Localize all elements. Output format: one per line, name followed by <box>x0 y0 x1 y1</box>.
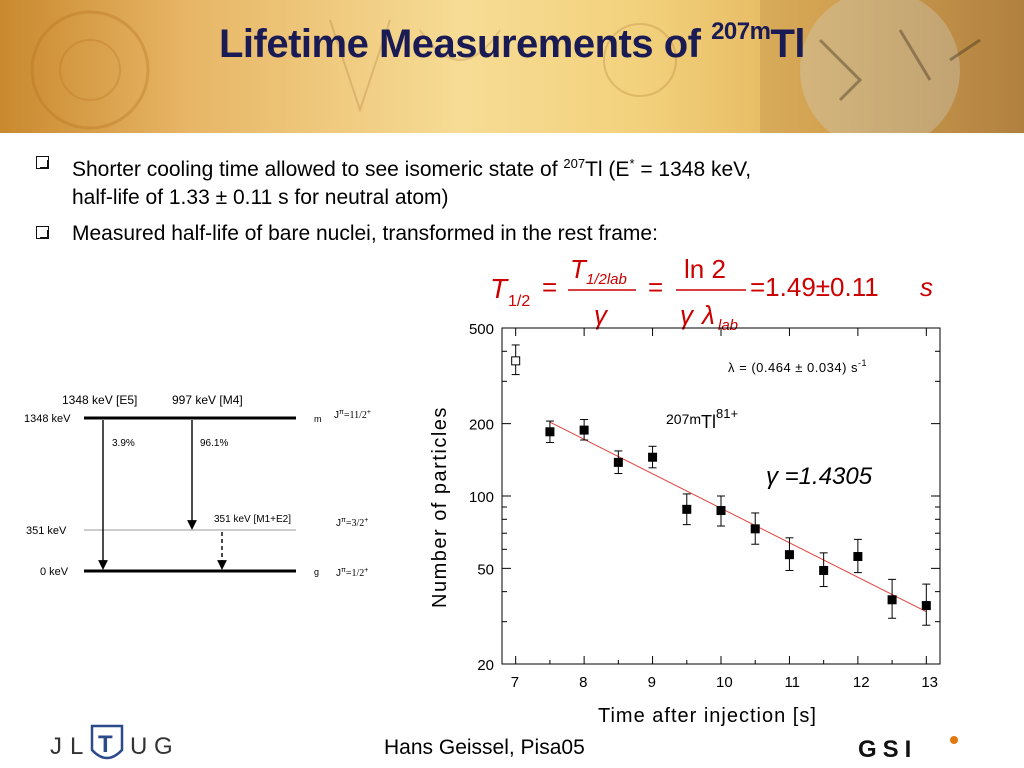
logo-letter: U <box>130 733 147 760</box>
formula-T: T <box>490 273 509 304</box>
y-tick-label: 50 <box>477 561 494 578</box>
presenter-name: Hans Geissel, Pisa05 <box>384 736 585 759</box>
level-tag-g: g <box>314 567 319 577</box>
branch-ratio-m4: 96.1% <box>200 438 228 449</box>
y-axis-label: Number of particles <box>429 406 451 608</box>
gsi-logo: GSI <box>858 736 958 760</box>
data-point <box>887 595 897 605</box>
y-tick-label: 20 <box>477 657 494 674</box>
level-energy-351: 351 keV <box>26 525 67 537</box>
formula-num1-sub: 1/2lab <box>586 271 627 288</box>
data-point <box>853 552 863 562</box>
bullet-text: = 1348 keV, <box>634 158 752 181</box>
bullet-item-1: Shorter cooling time allowed to see isom… <box>36 150 996 212</box>
checkbox-bullet-icon <box>36 226 49 239</box>
fit-layer <box>549 421 927 613</box>
checkbox-bullet-icon <box>36 156 49 169</box>
title-text: Lifetime Measurements of <box>218 22 712 66</box>
y-tick-label: 500 <box>469 321 494 338</box>
x-tick-label: 13 <box>921 674 938 691</box>
formula-T-sub: 1/2 <box>508 293 530 310</box>
data-point <box>750 524 760 534</box>
data-point <box>682 504 692 514</box>
half-life-formula: T 1/2 = T 1/2lab γ = ln 2 γ λ lab =1.49±… <box>490 254 933 334</box>
transition-label-e5: 1348 keV [E5] <box>62 393 137 407</box>
formula-den2-gamma: γ <box>680 300 695 330</box>
title-element: Tl <box>770 22 805 66</box>
x-tick-label: 10 <box>716 674 733 691</box>
data-point <box>545 427 555 437</box>
data-point <box>579 425 589 435</box>
points-layer <box>511 344 931 626</box>
level-spin-351: Jπ=3/2+ <box>336 517 368 529</box>
nucleus-annotation: 207mTl81+ <box>666 406 738 432</box>
formula-eq: = <box>648 272 663 302</box>
level-scheme-diagram: 1348 keV [E5] 997 keV [M4] 1348 keV m Jπ… <box>24 393 371 579</box>
y-tick-label: 100 <box>469 489 494 506</box>
data-point <box>613 457 623 467</box>
level-spin-1348: Jπ=11/2+ <box>334 409 371 421</box>
formula-eq: = <box>542 272 557 302</box>
excited-star: * <box>629 156 635 171</box>
page-title: Lifetime Measurements of 207mTl <box>0 18 1024 67</box>
banner-decoration <box>30 0 1024 133</box>
bullet-text-line2: half-life of 1.33 ± 0.11 s for neutral a… <box>72 186 449 209</box>
mass-number: 207 <box>563 156 586 171</box>
formula-num2: ln 2 <box>684 254 726 284</box>
shield-icon <box>90 724 124 760</box>
jlug-logo: J L T U G <box>50 724 173 760</box>
bullet-text: Measured half-life of bare nuclei, trans… <box>72 222 658 245</box>
x-tick-label: 9 <box>648 674 656 691</box>
decay-curve-chart: 7 8 9 10 11 12 13 20 50 100 200 500 Number of parti… <box>429 321 941 727</box>
data-point <box>784 550 794 560</box>
formula-den2-sub: lab <box>718 317 738 334</box>
gsi-logo-text: GSI <box>858 736 917 760</box>
formula-num1-T: T <box>570 254 588 284</box>
x-tick-label: 11 <box>784 674 800 691</box>
x-tick-label: 7 <box>511 674 519 691</box>
level-energy-0: 0 keV <box>40 566 69 578</box>
bullet-text: Shorter cooling time allowed to see isom… <box>72 158 564 181</box>
gamma-label-351: 351 keV [M1+E2] <box>214 514 291 525</box>
y-tick-label: 200 <box>469 417 494 434</box>
data-point <box>648 452 658 462</box>
x-axis-label: Time after injection [s] <box>598 705 817 727</box>
level-spin-0: Jπ=1/2+ <box>336 567 368 579</box>
formula-den2-lambda: λ <box>700 300 715 330</box>
x-tick-label: 8 <box>579 674 587 691</box>
lambda-annotation: λ = (0.464 ± 0.034) s-1 <box>728 358 867 375</box>
level-tag-m: m <box>314 414 322 424</box>
formula-den1: γ <box>594 300 609 330</box>
data-point <box>921 601 931 611</box>
data-point <box>511 356 521 366</box>
logo-letter: J <box>50 733 62 760</box>
transition-label-m4: 997 keV [M4] <box>172 393 243 407</box>
level-energy-1348: 1348 keV <box>24 413 71 425</box>
formula-unit: s <box>920 272 933 302</box>
logo-letter: L <box>70 733 83 760</box>
axes-layer: 7 8 9 10 11 12 13 20 50 100 200 500 <box>469 321 940 691</box>
bullet-list: Shorter cooling time allowed to see isom… <box>36 150 996 256</box>
formula-result: =1.49±0.11 <box>750 272 879 302</box>
logo-center-letter: T <box>98 731 113 758</box>
gsi-dot-icon <box>950 736 958 744</box>
data-point <box>716 506 726 516</box>
bullet-text: Tl (E <box>585 158 630 181</box>
logo-letter: G <box>154 733 173 760</box>
branch-ratio-e5: 3.9% <box>112 438 135 449</box>
title-mass-number: 207m <box>711 18 771 45</box>
fit-line <box>549 421 927 613</box>
bullet-item-2: Measured half-life of bare nuclei, trans… <box>36 220 996 248</box>
gamma-annotation: γ =1.4305 <box>766 463 873 490</box>
data-point <box>819 565 829 575</box>
x-tick-label: 12 <box>853 674 870 691</box>
header-banner: Lifetime Measurements of 207mTl <box>0 0 1024 133</box>
